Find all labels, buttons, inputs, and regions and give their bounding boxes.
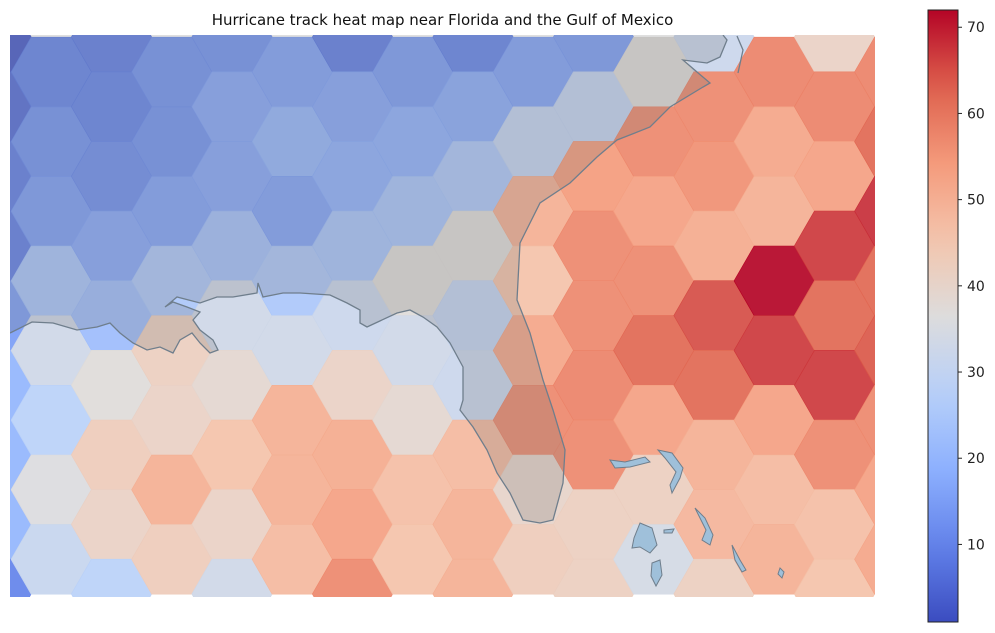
hex-cell [854, 524, 875, 595]
island-new-providence [663, 528, 675, 534]
colorbar-tick-label: 40 [967, 279, 985, 295]
colorbar-tick-label: 30 [967, 365, 985, 381]
island-andros [631, 522, 658, 554]
colorbar-ticks: 10 20 30 40 50 60 70 [958, 20, 985, 553]
island-abaco [656, 449, 684, 495]
colorbar-tick-label: 60 [967, 106, 985, 122]
colorbar-tick-label: 50 [967, 193, 985, 209]
island-exuma [731, 544, 747, 573]
land-overlay [10, 35, 727, 523]
colorbar-tick-label: 70 [967, 20, 985, 36]
colorbar-tick-label: 20 [967, 451, 985, 467]
colorbar: 10 20 30 40 50 60 70 [927, 9, 985, 623]
island-grand-bahama [609, 456, 651, 469]
island-andros-south [650, 559, 663, 588]
bahamas-islands [609, 449, 785, 588]
colorbar-tick-label: 10 [967, 537, 985, 553]
island-cat [777, 567, 785, 579]
island-eleuthera [694, 507, 714, 546]
hex-layer [10, 35, 875, 597]
map-layer [10, 35, 785, 588]
coastline [10, 35, 744, 524]
chart-title: Hurricane track heat map near Florida an… [211, 11, 674, 29]
colorbar-gradient [927, 9, 959, 623]
